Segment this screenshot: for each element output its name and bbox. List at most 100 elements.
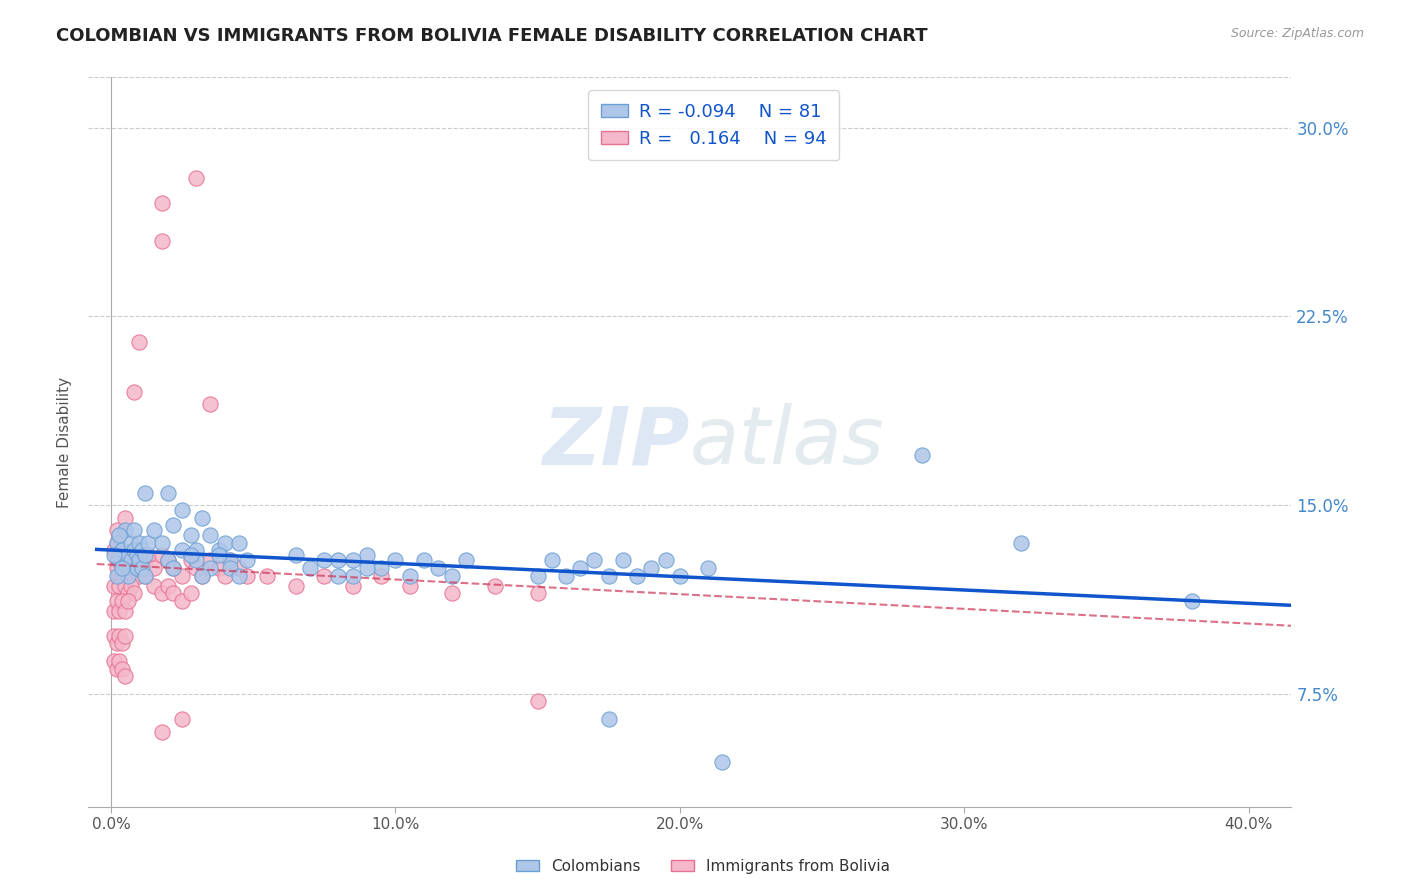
- Point: [111, 636, 134, 650]
- Point: [134, 568, 156, 582]
- Point: [526, 586, 548, 600]
- Point: [640, 561, 662, 575]
- Point: [298, 561, 321, 575]
- Point: [219, 561, 242, 575]
- Point: [114, 510, 136, 524]
- Point: [108, 528, 131, 542]
- Text: atlas: atlas: [690, 403, 884, 481]
- Legend: R = -0.094    N = 81, R =   0.164    N = 94: R = -0.094 N = 81, R = 0.164 N = 94: [588, 90, 839, 161]
- Point: [526, 694, 548, 708]
- Point: [122, 523, 145, 537]
- Point: [105, 536, 128, 550]
- Point: [150, 196, 173, 211]
- Point: [105, 568, 128, 582]
- Point: [162, 586, 184, 600]
- Point: [228, 568, 250, 582]
- Point: [131, 561, 153, 575]
- Point: [103, 543, 125, 558]
- Point: [114, 549, 136, 563]
- Point: [108, 549, 131, 563]
- Point: [427, 561, 450, 575]
- Point: [555, 568, 578, 582]
- Point: [356, 549, 378, 563]
- Point: [540, 553, 562, 567]
- Point: [114, 629, 136, 643]
- Point: [342, 553, 364, 567]
- Point: [314, 568, 336, 582]
- Point: [583, 553, 606, 567]
- Point: [180, 586, 202, 600]
- Point: [131, 561, 153, 575]
- Point: [456, 553, 478, 567]
- Point: [170, 593, 193, 607]
- Point: [191, 568, 214, 582]
- Point: [108, 579, 131, 593]
- Point: [328, 553, 350, 567]
- Point: [105, 536, 128, 550]
- Point: [654, 553, 676, 567]
- Point: [170, 543, 193, 558]
- Point: [108, 604, 131, 618]
- Point: [1181, 593, 1204, 607]
- Point: [105, 561, 128, 575]
- Point: [236, 553, 259, 567]
- Point: [108, 629, 131, 643]
- Point: [200, 561, 222, 575]
- Point: [117, 586, 139, 600]
- Point: [111, 543, 134, 558]
- Point: [598, 712, 620, 726]
- Point: [122, 384, 145, 399]
- Point: [208, 543, 231, 558]
- Point: [200, 528, 222, 542]
- Point: [314, 553, 336, 567]
- Y-axis label: Female Disability: Female Disability: [58, 376, 72, 508]
- Point: [170, 712, 193, 726]
- Point: [412, 553, 434, 567]
- Point: [256, 568, 278, 582]
- Point: [626, 568, 648, 582]
- Point: [105, 553, 128, 567]
- Point: [117, 568, 139, 582]
- Point: [125, 561, 148, 575]
- Point: [284, 549, 307, 563]
- Point: [111, 662, 134, 676]
- Point: [191, 510, 214, 524]
- Point: [131, 543, 153, 558]
- Point: [150, 549, 173, 563]
- Point: [162, 518, 184, 533]
- Point: [111, 561, 134, 575]
- Point: [122, 543, 145, 558]
- Point: [142, 561, 165, 575]
- Text: ZIP: ZIP: [543, 403, 690, 481]
- Point: [236, 568, 259, 582]
- Point: [342, 579, 364, 593]
- Point: [228, 561, 250, 575]
- Point: [122, 586, 145, 600]
- Point: [910, 448, 932, 462]
- Point: [125, 561, 148, 575]
- Point: [105, 593, 128, 607]
- Point: [117, 553, 139, 567]
- Point: [162, 561, 184, 575]
- Point: [103, 549, 125, 563]
- Point: [156, 485, 179, 500]
- Point: [186, 543, 208, 558]
- Point: [108, 553, 131, 567]
- Point: [114, 523, 136, 537]
- Point: [384, 553, 406, 567]
- Point: [103, 604, 125, 618]
- Point: [441, 568, 464, 582]
- Point: [186, 171, 208, 186]
- Point: [162, 561, 184, 575]
- Point: [114, 579, 136, 593]
- Point: [150, 586, 173, 600]
- Point: [120, 536, 142, 550]
- Point: [284, 579, 307, 593]
- Point: [170, 568, 193, 582]
- Point: [136, 536, 159, 550]
- Point: [180, 549, 202, 563]
- Point: [128, 553, 150, 567]
- Point: [598, 568, 620, 582]
- Point: [120, 553, 142, 567]
- Point: [142, 579, 165, 593]
